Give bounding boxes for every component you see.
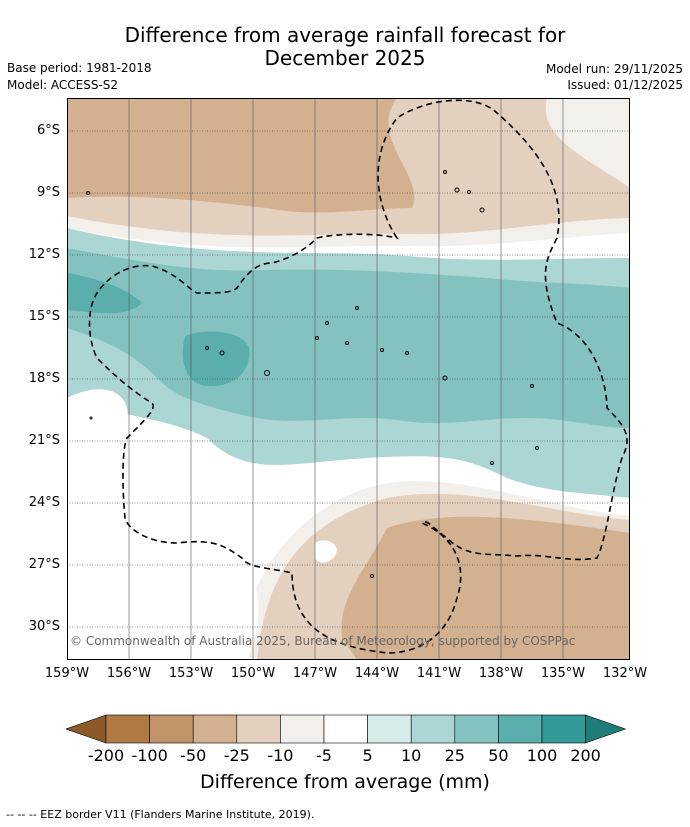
white-patch-south: [315, 540, 337, 563]
lon-label: 141°W: [416, 666, 462, 681]
colorbar-extend-high: [585, 714, 626, 744]
issued-date: Issued: 01/12/2025: [567, 78, 683, 92]
lat-label: 12°S: [28, 247, 60, 262]
lat-label: 21°S: [28, 433, 60, 448]
colorbar-tick-label: -100: [131, 746, 168, 765]
lat-label: 18°S: [28, 371, 60, 386]
eez-border: [88, 99, 628, 654]
lat-label: 6°S: [36, 123, 60, 138]
lon-label: 147°W: [292, 666, 338, 681]
colorbar-tick-label: 100: [526, 746, 558, 765]
colorbar-tick-label: 10: [401, 746, 422, 765]
colorbar-tick-label: 25: [444, 746, 465, 765]
colorbar-tick-label: 200: [570, 746, 601, 765]
white-pocket-west: [67, 389, 128, 439]
wet-zone-west-strong: [67, 273, 142, 314]
map-title-line2: December 2025: [264, 46, 426, 70]
dry-zone-north: [67, 98, 415, 213]
lon-label: 159°W: [44, 666, 90, 681]
colorbar-tick-label: 50: [488, 746, 509, 765]
colorbar-title: Difference from average (mm): [200, 771, 490, 793]
colorbar-segment: [323, 714, 368, 744]
white-patch-sw: [187, 568, 259, 660]
colorbar-segment: [280, 714, 325, 744]
lon-label: 150°W: [230, 666, 276, 681]
white-pocket-sw: [89, 507, 147, 539]
colorbar-segment: [236, 714, 281, 744]
colorbar-tick-label: -25: [223, 746, 250, 765]
rainfall-map: [67, 98, 630, 660]
lat-label: 27°S: [28, 557, 60, 572]
colorbar-tick-label: -50: [180, 746, 207, 765]
island-markers: [86, 170, 539, 578]
colorbar-extend-low: [66, 714, 107, 744]
colorbar-segment: [498, 714, 543, 744]
copyright-notice: © Commonwealth of Australia 2025, Bureau…: [70, 634, 576, 648]
lon-label: 138°W: [478, 666, 524, 681]
model-name: Model: ACCESS-S2: [7, 78, 119, 92]
colorbar-tick-label: -200: [87, 746, 125, 765]
colorbar: [66, 714, 626, 744]
eez-legend-footer: -- -- -- EEZ border V11 (Flanders Marine…: [6, 808, 315, 821]
colorbar-segment: [192, 714, 238, 744]
colorbar-segment: [149, 714, 194, 744]
colorbar-segment: [454, 714, 499, 744]
colorbar-segment: [541, 714, 586, 744]
lat-label: 9°S: [36, 185, 60, 200]
colorbar-segment: [410, 714, 456, 744]
lon-label: 132°W: [602, 666, 648, 681]
faint-band-north: [67, 216, 630, 248]
colorbar-tick-label: -5: [316, 746, 332, 765]
lat-label: 15°S: [28, 309, 60, 324]
lat-label: 24°S: [28, 495, 60, 510]
lon-label: 153°W: [168, 666, 214, 681]
lat-label: 30°S: [28, 619, 60, 634]
model-run: Model run: 29/11/2025: [545, 62, 683, 76]
base-period: Base period: 1981-2018: [7, 61, 152, 75]
colorbar-tick-label: 5: [362, 746, 373, 765]
rainfall-map-svg: [67, 98, 630, 660]
white-patch-ne: [545, 98, 630, 188]
lon-label: 135°W: [540, 666, 586, 681]
lon-label: 156°W: [106, 666, 152, 681]
wet-zone-central-strong: [182, 331, 250, 387]
lon-label: 144°W: [354, 666, 400, 681]
dry-zone-south: [341, 516, 630, 660]
colorbar-segment: [367, 714, 412, 744]
map-title-line1: Difference from average rainfall forecas…: [124, 23, 566, 47]
colorbar-tick-label: -10: [267, 746, 294, 765]
colorbar-segment: [105, 714, 150, 744]
map-frame: [67, 98, 630, 660]
